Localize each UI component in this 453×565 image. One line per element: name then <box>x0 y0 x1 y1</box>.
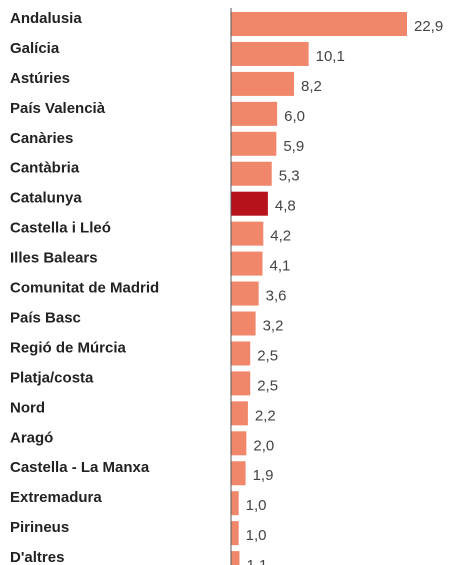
value-label: 5,9 <box>283 138 304 155</box>
bar <box>231 12 407 36</box>
value-label: 4,1 <box>270 258 291 275</box>
category-label: Illes Balears <box>10 250 98 267</box>
bar <box>231 521 239 546</box>
value-label: 4,2 <box>270 228 291 245</box>
category-label: Platja/costa <box>10 369 94 386</box>
category-label: Galícia <box>10 40 60 57</box>
category-label: País Basc <box>10 309 81 326</box>
category-label: Regió de Múrcia <box>10 339 127 356</box>
value-label: 2,5 <box>257 377 278 394</box>
category-label: País Valencià <box>10 100 106 117</box>
value-label: 2,2 <box>255 407 276 424</box>
value-label: 6,0 <box>284 108 305 125</box>
value-label: 8,2 <box>301 78 322 95</box>
value-label: 2,0 <box>253 437 274 454</box>
value-label: 22,9 <box>414 18 443 35</box>
category-label: D'altres <box>10 549 64 565</box>
bar <box>231 251 263 276</box>
bar <box>231 221 264 246</box>
category-label: Astúries <box>10 70 70 87</box>
category-label: Cantàbria <box>10 160 80 177</box>
value-label: 10,1 <box>316 48 345 65</box>
category-label: Nord <box>10 399 45 416</box>
bar <box>231 431 247 456</box>
value-label: 1,1 <box>246 557 267 565</box>
bar <box>231 371 251 396</box>
category-label: Extremadura <box>10 489 102 506</box>
value-label: 4,8 <box>275 198 296 215</box>
bar <box>231 401 248 426</box>
bar <box>231 461 246 486</box>
bar <box>231 161 272 186</box>
value-label: 3,6 <box>266 288 287 305</box>
bar <box>231 41 309 66</box>
category-label: Canàries <box>10 130 73 147</box>
bar <box>231 191 268 216</box>
bar <box>231 551 240 565</box>
bar <box>231 281 259 306</box>
category-label: Catalunya <box>10 190 82 207</box>
bar <box>231 101 278 126</box>
value-label: 1,0 <box>246 527 267 544</box>
category-label: Castella - La Manxa <box>10 459 150 476</box>
bar <box>231 71 295 96</box>
category-label: Comunitat de Madrid <box>10 280 159 297</box>
value-label: 2,5 <box>257 347 278 364</box>
bar <box>231 311 256 336</box>
bar <box>231 131 277 156</box>
category-label: Aragó <box>10 429 53 446</box>
bar <box>231 491 239 516</box>
category-label: Andalusia <box>10 10 82 27</box>
bar <box>231 341 251 366</box>
category-label: Castella i Lleó <box>10 220 111 237</box>
value-label: 3,2 <box>263 317 284 334</box>
value-label: 5,3 <box>279 168 300 185</box>
value-label: 1,9 <box>253 467 274 484</box>
category-label: Pirineus <box>10 519 69 536</box>
value-label: 1,0 <box>246 497 267 514</box>
